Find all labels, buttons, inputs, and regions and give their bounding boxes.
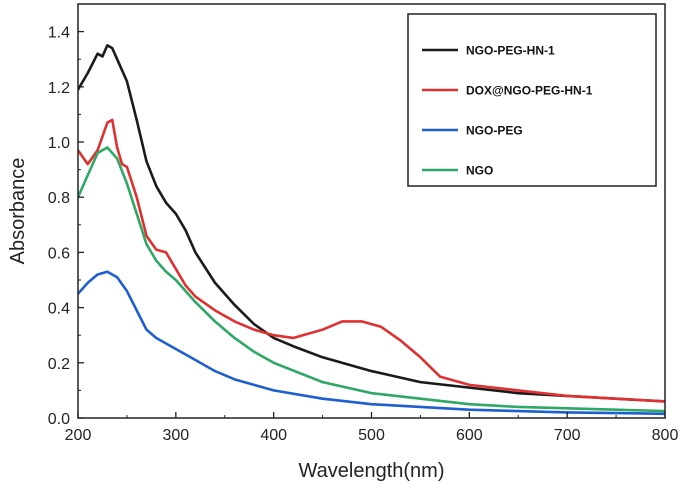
x-tick-label: 300 [162,427,189,444]
x-axis-title: Wavelength(nm) [299,460,445,482]
y-axis-title: Absorbance [7,158,29,265]
y-tick-label: 0.2 [48,356,70,373]
legend-box [407,13,657,187]
series-line-ngo-peg-hn-1 [78,44,665,403]
x-tick-label: 800 [652,427,679,444]
y-tick-label: 1.0 [48,135,70,152]
x-tick-label: 600 [456,427,483,444]
series-line-dox-ngo-peg-hn-1 [78,118,665,403]
legend-label-ngo: NGO [466,164,493,178]
x-tick-label: 200 [65,427,92,444]
y-tick-label: 1.4 [48,25,70,42]
series-line-ngo-peg [78,270,665,416]
x-tick-label: 700 [554,427,581,444]
y-tick-label: 0.6 [48,245,70,262]
x-tick-label: 400 [260,427,287,444]
x-tick-label: 500 [358,427,385,444]
legend-label-dox-ngo-peg-hn-1: DOX@NGO-PEG-HN-1 [466,84,593,98]
y-tick-label: 0.4 [48,301,70,318]
series-layer [78,44,665,416]
y-tick-label: 1.2 [48,80,70,97]
series-line-ngo [78,146,665,413]
legend-label-ngo-peg-hn-1: NGO-PEG-HN-1 [466,44,555,58]
legend-label-ngo-peg: NGO-PEG [466,124,523,138]
legend: NGO-PEG-HN-1 DOX@NGO-PEG-HN-1 NGO-PEG NGO [407,13,657,187]
ticks-layer: 200 300 400 500 600 700 800 0.0 0.2 0.4 0.6 0.8 1.0 1… [48,25,679,444]
y-tick-label: 0.8 [48,190,70,207]
y-tick-label: 0.0 [48,411,70,428]
